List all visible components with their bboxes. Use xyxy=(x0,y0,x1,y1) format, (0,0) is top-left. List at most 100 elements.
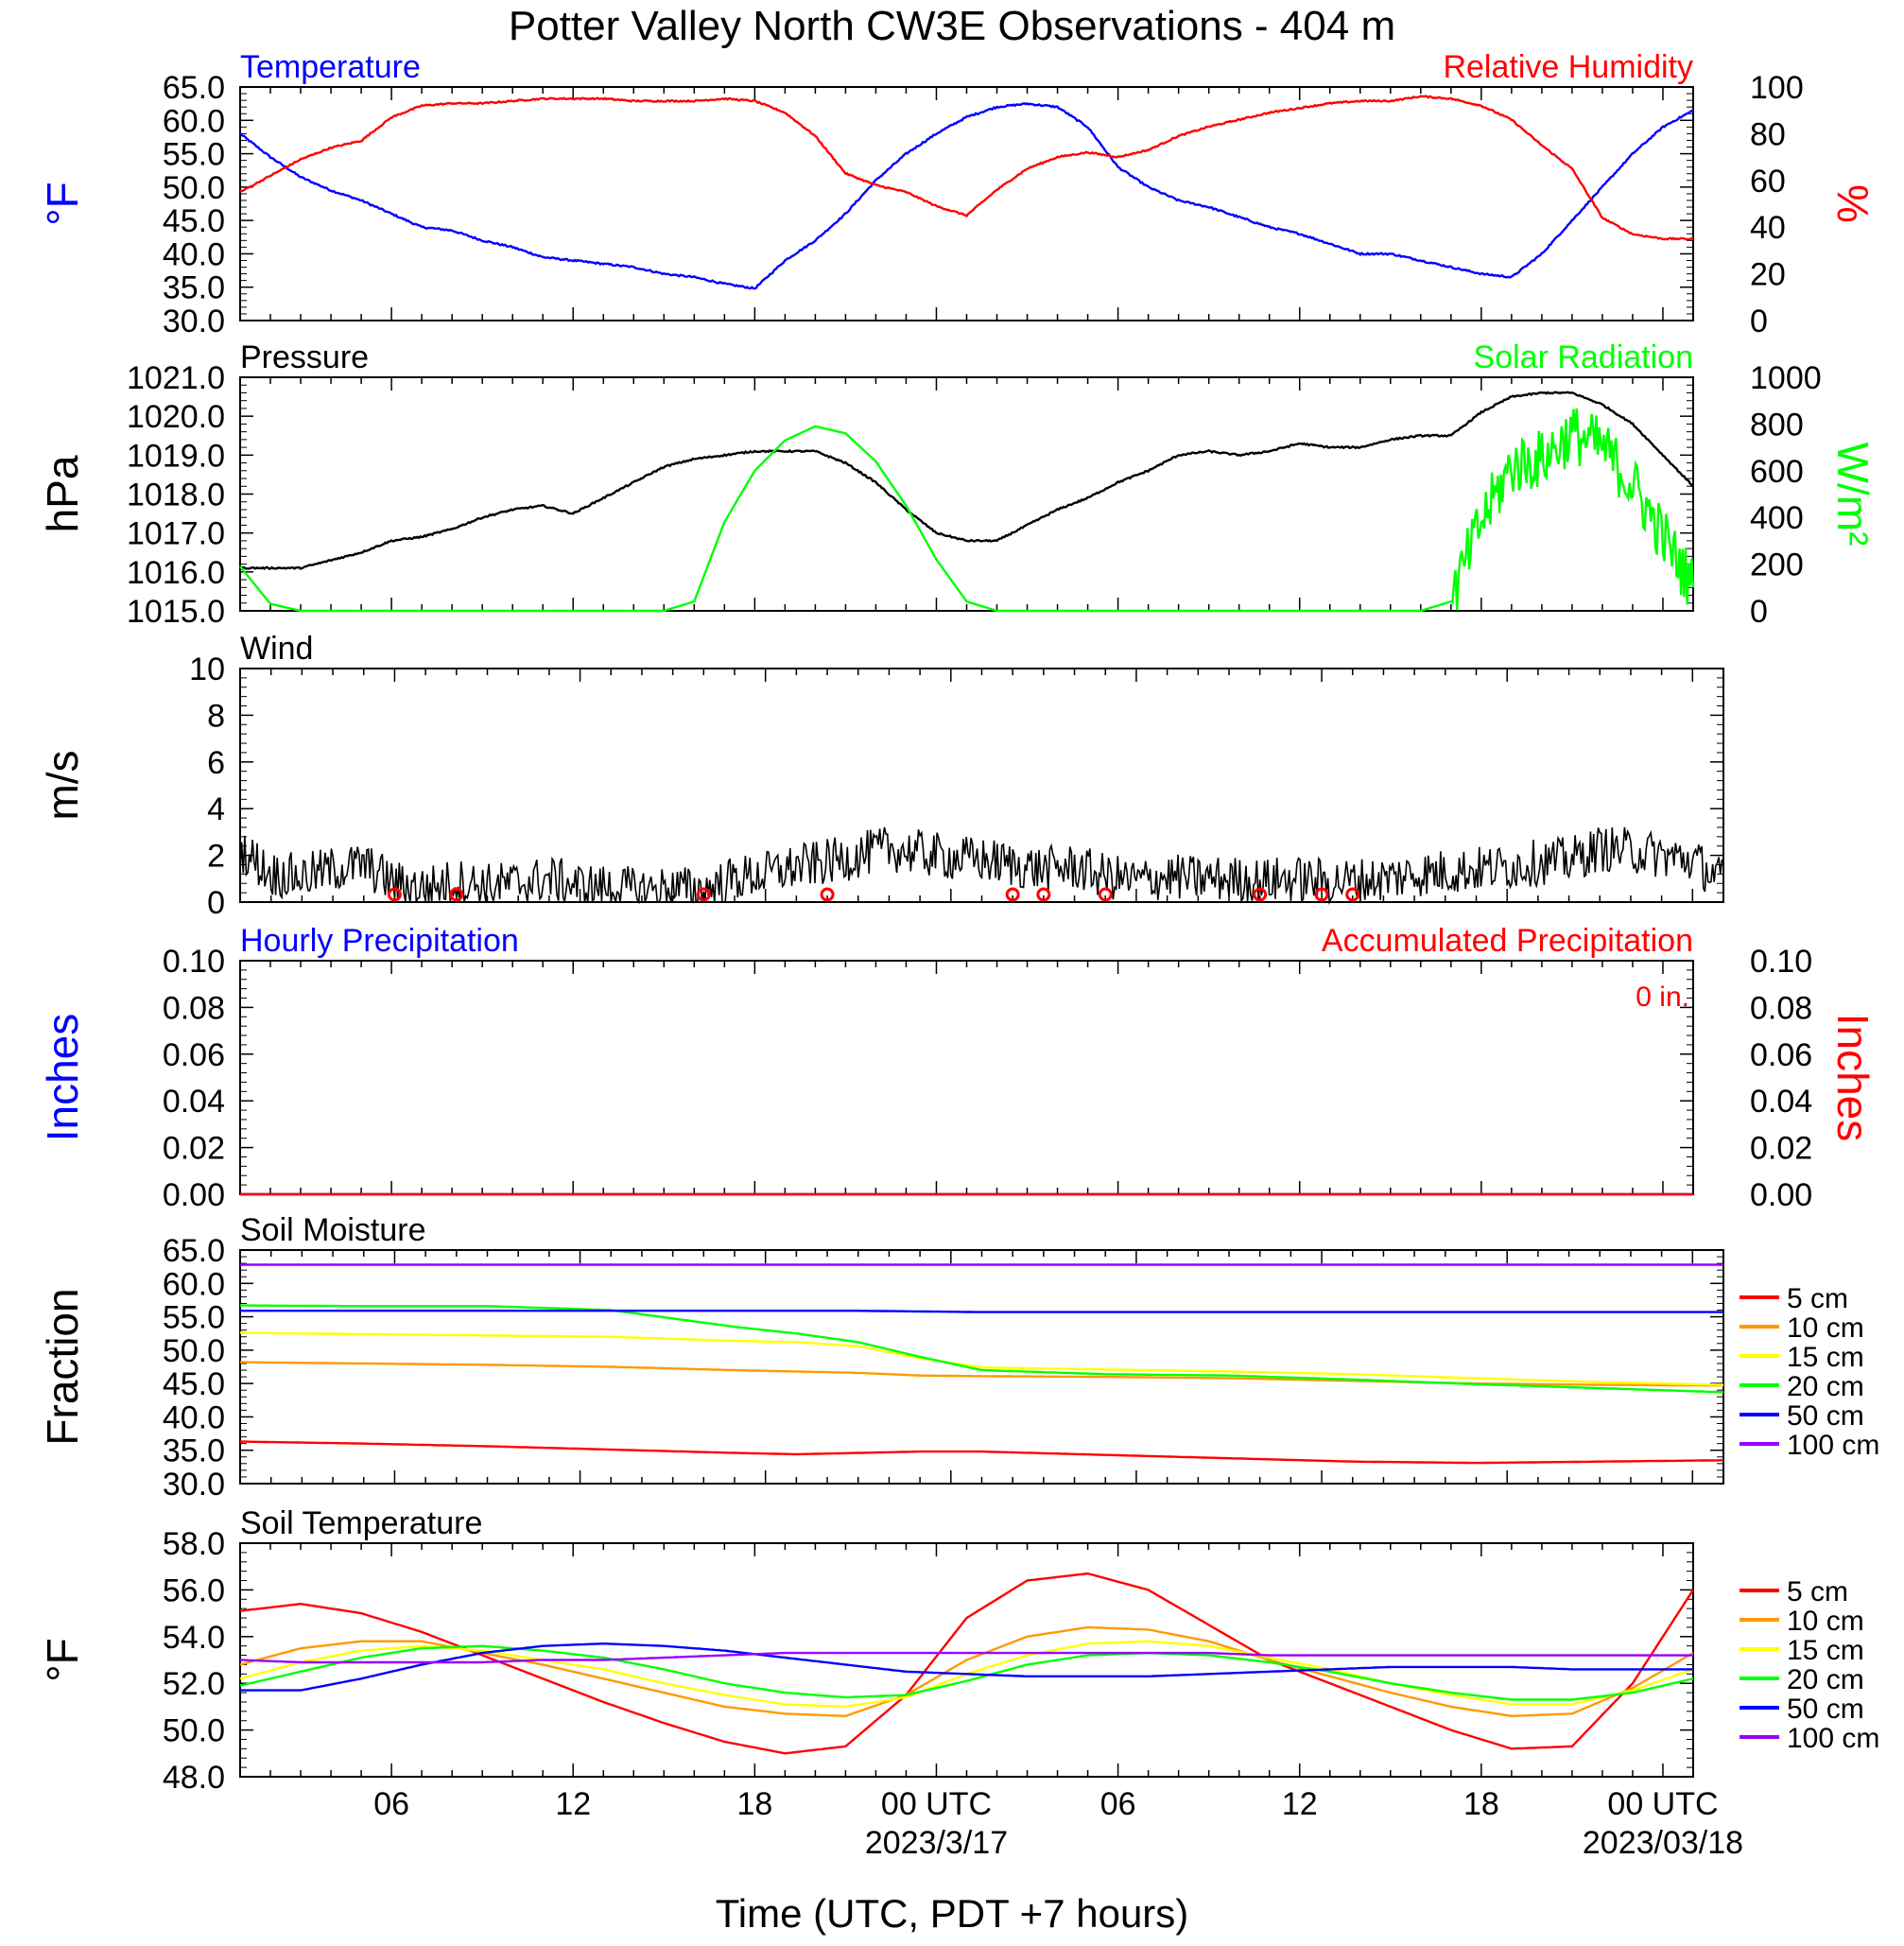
panel-soil-moisture: 30.035.040.045.050.055.060.065.0 Soil Moi… xyxy=(38,1212,1879,1503)
y-tick-label: 0.02 xyxy=(163,1131,225,1167)
calm-wind-marker xyxy=(387,887,402,902)
panel-title-left: Soil Temperature xyxy=(240,1505,482,1541)
x-tick-label: 06 xyxy=(373,1786,409,1822)
series-line-temperature xyxy=(239,102,1694,290)
y-tick-label: 2 xyxy=(207,839,225,875)
y-right-tick-label: 80 xyxy=(1750,116,1786,152)
y-axis-title: m/s xyxy=(38,750,87,820)
panel-precipitation: 0.00 0.02 0.04 0.06 0.08 0.10 0.00 0.02 0.04 0.06… xyxy=(38,923,1878,1213)
series-line-5-cm xyxy=(239,1440,1723,1465)
panel-title-left: Hourly Precipitation xyxy=(240,923,519,959)
y-tick-label: 48.0 xyxy=(163,1760,225,1796)
series-line-50-cm xyxy=(240,1309,1723,1313)
calm-wind-marker xyxy=(820,887,835,902)
y-tick-label: 60.0 xyxy=(163,1266,225,1302)
y-axis-title: hPa xyxy=(38,455,87,532)
y-axis-title: Inches xyxy=(38,1014,87,1142)
y-tick-label: 54.0 xyxy=(163,1620,225,1656)
y-tick-label: 1015.0 xyxy=(127,594,225,630)
series-line-20-cm xyxy=(240,1304,1724,1394)
legend-label: 10 cm xyxy=(1787,1312,1864,1344)
y-right-tick-label: 800 xyxy=(1750,407,1804,443)
y-right-tick-label: 20 xyxy=(1750,257,1786,293)
plot-frame xyxy=(239,960,1694,1195)
calm-wind-marker xyxy=(696,887,711,902)
legend-label: 50 cm xyxy=(1787,1400,1864,1432)
legend-label: 50 cm xyxy=(1787,1694,1864,1725)
y-right-tick-label: 0.04 xyxy=(1750,1084,1812,1120)
x-tick-label: 12 xyxy=(1282,1786,1318,1822)
y-tick-label: 65.0 xyxy=(163,1233,225,1269)
series-line-10-cm xyxy=(239,1625,1694,1718)
panel-temperature-humidity: 30.035.040.045.050.055.060.065.0 0 20 40 60 8… xyxy=(38,49,1878,339)
panel-title-right: Solar Radiation xyxy=(1474,339,1693,375)
plot-frame xyxy=(239,86,1694,321)
legend-label: 15 cm xyxy=(1787,1635,1864,1666)
calm-wind-marker xyxy=(1005,887,1020,902)
y-axis-title: °F xyxy=(38,182,87,226)
series-line-pressure xyxy=(239,391,1694,570)
series-line-solar-radiation xyxy=(239,408,1695,613)
legend-label: 5 cm xyxy=(1787,1283,1848,1314)
y-tick-label: 0.00 xyxy=(163,1177,225,1213)
legend-label: 5 cm xyxy=(1787,1576,1848,1607)
y-tick-label: 30.0 xyxy=(163,1467,225,1503)
series-line-50-cm xyxy=(240,1642,1693,1692)
y-tick-label: 30.0 xyxy=(163,304,225,339)
y-tick-label: 1016.0 xyxy=(127,555,225,591)
y-right-tick-label: 100 xyxy=(1750,70,1804,106)
series-line-5-cm xyxy=(239,1572,1695,1755)
panel-title-left: Soil Moisture xyxy=(240,1212,426,1248)
y-tick-label: 50.0 xyxy=(163,170,225,206)
y-tick-label: 40.0 xyxy=(163,236,225,272)
y-tick-label: 45.0 xyxy=(163,203,225,239)
calm-wind-marker xyxy=(1253,887,1268,902)
y-right-axis-title: % xyxy=(1828,184,1878,223)
y-tick-label: 55.0 xyxy=(163,1300,225,1336)
y-tick-label: 50.0 xyxy=(163,1333,225,1369)
y-right-tick-label: 0.10 xyxy=(1750,944,1812,980)
calm-wind-marker xyxy=(1036,887,1051,902)
series-line-20-cm xyxy=(239,1644,1694,1701)
x-tick-label: 12 xyxy=(555,1786,591,1822)
y-right-tick-label: 40 xyxy=(1750,210,1786,246)
legend-label: 15 cm xyxy=(1787,1342,1864,1373)
y-tick-label: 0.10 xyxy=(163,944,225,980)
y-tick-label: 60.0 xyxy=(163,103,225,139)
y-right-tick-label: 0.06 xyxy=(1750,1037,1812,1073)
y-tick-label: 65.0 xyxy=(163,70,225,106)
y-tick-label: 4 xyxy=(207,791,225,827)
series-line-15-cm xyxy=(240,1331,1724,1386)
y-tick-label: 52.0 xyxy=(163,1666,225,1702)
panel-soil-temperature: 48.0 50.0 52.0 54.0 56.0 58.0 Soil Temperature… xyxy=(38,1505,1879,1796)
y-right-tick-label: 0 xyxy=(1750,594,1768,630)
y-tick-label: 45.0 xyxy=(163,1366,225,1402)
y-tick-label: 8 xyxy=(207,698,225,734)
legend-label: 20 cm xyxy=(1787,1664,1864,1695)
y-tick-label: 1018.0 xyxy=(127,478,225,513)
y-axis-title: Fraction xyxy=(38,1288,87,1445)
y-right-tick-label: 0 xyxy=(1750,304,1768,339)
y-right-tick-label: 0.08 xyxy=(1750,990,1812,1026)
y-tick-label: 0 xyxy=(207,885,225,921)
x-tick-label: 00 UTC xyxy=(1607,1786,1718,1822)
figure-title: Potter Valley North CW3E Observations - … xyxy=(509,3,1395,49)
panel-title-left: Pressure xyxy=(240,339,369,375)
legend-label: 100 cm xyxy=(1787,1723,1879,1754)
y-tick-label: 0.06 xyxy=(163,1037,225,1073)
y-tick-label: 0.04 xyxy=(163,1084,225,1120)
calm-wind-marker xyxy=(1345,887,1360,902)
series-line-100-cm xyxy=(239,1651,1693,1664)
y-axis-title: °F xyxy=(38,1638,87,1682)
plot-frame xyxy=(239,376,1694,612)
panel-title-left: Wind xyxy=(240,631,313,667)
y-tick-label: 56.0 xyxy=(163,1572,225,1608)
y-tick-label: 1017.0 xyxy=(127,516,225,552)
y-tick-label: 58.0 xyxy=(163,1526,225,1562)
y-tick-label: 40.0 xyxy=(163,1399,225,1435)
y-tick-label: 1021.0 xyxy=(127,360,225,396)
y-right-tick-label: 0.02 xyxy=(1750,1131,1812,1167)
